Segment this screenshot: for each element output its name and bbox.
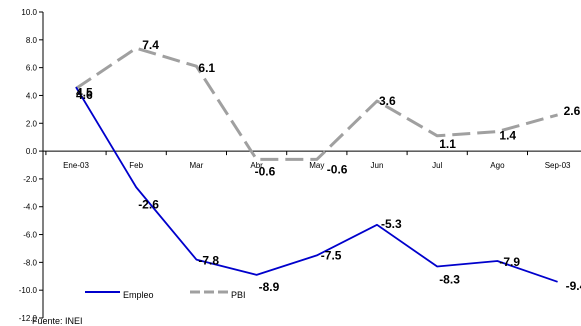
y-tick-label: 0.0 bbox=[26, 147, 38, 156]
x-tick-label: Ene-03 bbox=[63, 161, 89, 170]
y-tick-label: -8.0 bbox=[23, 258, 37, 267]
series-line-empleo bbox=[75, 86, 558, 283]
y-tick-label: 10.0 bbox=[21, 8, 37, 17]
legend-label-pbi: PBI bbox=[231, 290, 246, 300]
data-labels: 4.5 7.4 6.1 -0.6 -0.6 3.6 1.1 1.4 2.6 4.6 -2.6 -7.8… bbox=[76, 38, 581, 294]
source-note: Fuente: INEI bbox=[32, 316, 83, 326]
data-label-pbi: 4.5 bbox=[76, 86, 93, 100]
y-tick-label: -2.0 bbox=[23, 175, 37, 184]
data-label-pbi: 1.4 bbox=[499, 129, 516, 143]
series-layer bbox=[75, 46, 559, 283]
data-label-empleo: -7.5 bbox=[321, 248, 342, 262]
data-label-empleo: 4.6 bbox=[76, 88, 93, 102]
x-tick-label: Mar bbox=[190, 161, 204, 170]
x-tick-label: May bbox=[309, 161, 324, 170]
data-label-empleo: -7.8 bbox=[198, 254, 219, 268]
legend-label-empleo: Empleo bbox=[123, 290, 154, 300]
data-label-empleo: -2.6 bbox=[138, 197, 159, 211]
x-tick-label: Jun bbox=[371, 161, 384, 170]
data-label-empleo: -8.3 bbox=[439, 273, 460, 287]
data-label-empleo: -8.9 bbox=[259, 280, 280, 294]
data-label-pbi: 2.6 bbox=[564, 104, 581, 118]
data-label-empleo: -5.3 bbox=[381, 217, 402, 231]
y-tick-label: 8.0 bbox=[26, 36, 38, 45]
series-line-pbi bbox=[75, 46, 559, 161]
data-label-pbi: 6.1 bbox=[198, 61, 215, 75]
y-tick-label: 6.0 bbox=[26, 64, 38, 73]
y-tick-label: 4.0 bbox=[26, 91, 38, 100]
data-label-empleo: -9.4 bbox=[566, 279, 581, 293]
y-tick-label: 2.0 bbox=[26, 119, 38, 128]
data-label-pbi: 1.1 bbox=[439, 137, 456, 151]
y-tick-label: -12.0 bbox=[19, 314, 38, 323]
x-tick-label: Ago bbox=[490, 161, 505, 170]
axes: 10.0 8.0 6.0 4.0 2.0 0.0 -2.0 -4.0 -6.0 -8.0 -10.0… bbox=[19, 8, 581, 323]
data-label-empleo: -7.9 bbox=[499, 255, 520, 269]
data-label-pbi: -0.6 bbox=[327, 162, 348, 176]
y-tick-label: -10.0 bbox=[19, 286, 38, 295]
data-label-pbi: 7.4 bbox=[142, 38, 159, 52]
x-tick-label: Jul bbox=[432, 161, 442, 170]
legend: Empleo PBI bbox=[85, 290, 246, 300]
y-tick-label: -6.0 bbox=[23, 231, 37, 240]
data-label-pbi: 3.6 bbox=[379, 94, 396, 108]
data-label-pbi: -0.6 bbox=[255, 164, 276, 178]
y-tick-label: -4.0 bbox=[23, 203, 37, 212]
x-tick-label: Abr bbox=[250, 161, 263, 170]
x-tick-label: Feb bbox=[129, 161, 143, 170]
x-tick-label: Sep-03 bbox=[545, 161, 571, 170]
